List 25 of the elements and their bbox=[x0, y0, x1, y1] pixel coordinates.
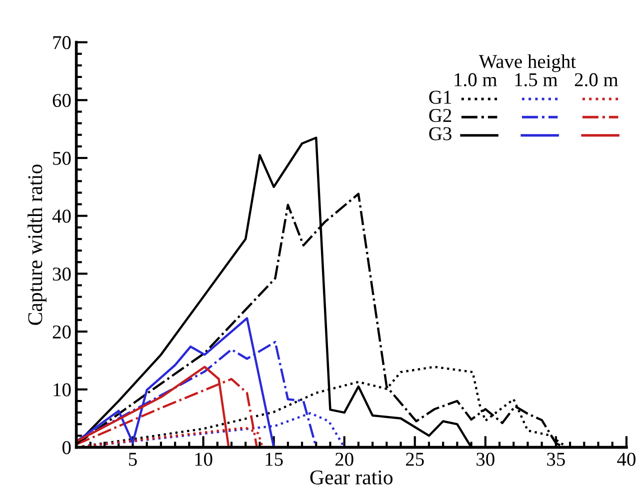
legend-label: G3 bbox=[429, 127, 452, 140]
y-tick-label: 50 bbox=[53, 152, 71, 165]
annotation: 1.0 m bbox=[454, 73, 498, 86]
y-tick-label: 10 bbox=[54, 383, 71, 396]
y-tick-label: 0 bbox=[62, 441, 71, 454]
x-tick-label: 40 bbox=[617, 452, 636, 466]
x-tick-label: 30 bbox=[476, 452, 494, 466]
x-tick-label: 10 bbox=[195, 452, 212, 466]
x-tick-label: 35 bbox=[547, 452, 565, 466]
y-tick-label: 20 bbox=[52, 325, 71, 339]
x-tick-label: 20 bbox=[335, 452, 354, 466]
legend-label: G1 bbox=[429, 90, 452, 104]
x-tick-label: 25 bbox=[406, 452, 424, 466]
legend-title: Wave height bbox=[478, 54, 576, 72]
legend-label: G2 bbox=[429, 108, 452, 122]
y-axis-title: Capture width ratio bbox=[28, 164, 46, 325]
y-tick-label: 60 bbox=[52, 94, 71, 108]
x-tick-label: 15 bbox=[266, 452, 283, 466]
y-tick-label: 40 bbox=[52, 210, 71, 223]
y-tick-label: 30 bbox=[52, 268, 71, 281]
x-tick-label: 5 bbox=[129, 452, 137, 466]
annotation: 2.0 m bbox=[574, 73, 618, 86]
y-tick-label: 70 bbox=[53, 36, 71, 50]
x-axis-title: Gear ratio bbox=[310, 470, 393, 484]
annotation: 1.5 m bbox=[515, 73, 558, 86]
